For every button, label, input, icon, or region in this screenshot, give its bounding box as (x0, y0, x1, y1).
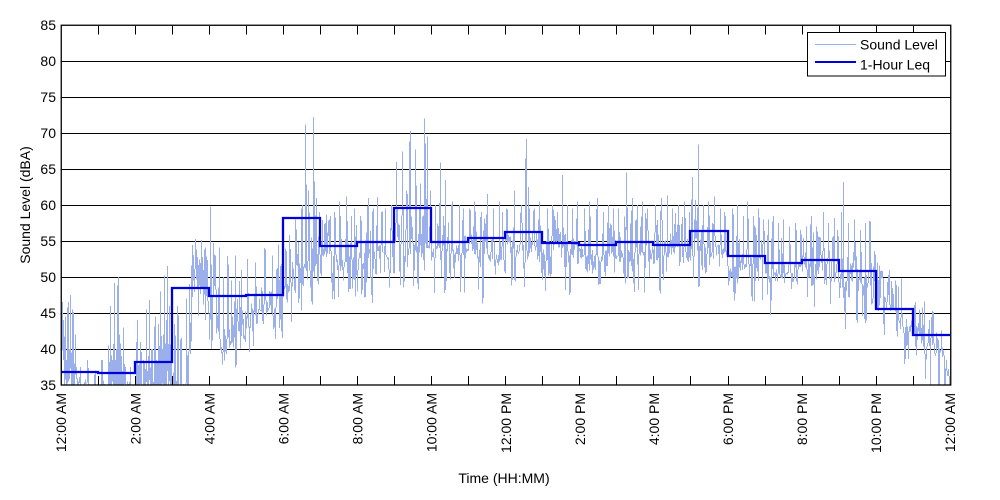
svg-text:55: 55 (40, 233, 56, 249)
svg-text:10:00 PM: 10:00 PM (868, 393, 884, 453)
svg-text:8:00 AM: 8:00 AM (350, 393, 366, 444)
svg-text:80: 80 (40, 53, 56, 69)
svg-text:4:00 PM: 4:00 PM (646, 393, 662, 445)
svg-text:12:00 AM: 12:00 AM (942, 393, 958, 452)
svg-text:12:00 PM: 12:00 PM (498, 393, 514, 453)
svg-text:85: 85 (40, 17, 56, 33)
svg-text:2:00 PM: 2:00 PM (572, 393, 588, 445)
svg-text:2:00 AM: 2:00 AM (127, 393, 143, 444)
svg-text:6:00 PM: 6:00 PM (720, 393, 736, 445)
svg-text:40: 40 (40, 341, 56, 357)
svg-text:75: 75 (40, 89, 56, 105)
svg-text:35: 35 (40, 377, 56, 393)
svg-text:70: 70 (40, 125, 56, 141)
svg-text:65: 65 (40, 161, 56, 177)
svg-text:Sound Level: Sound Level (860, 36, 938, 52)
svg-text:10:00 AM: 10:00 AM (424, 393, 440, 452)
svg-text:8:00 PM: 8:00 PM (794, 393, 810, 445)
svg-text:60: 60 (40, 197, 56, 213)
svg-text:50: 50 (40, 269, 56, 285)
svg-text:Time (HH:MM): Time (HH:MM) (458, 470, 549, 486)
svg-text:12:00 AM: 12:00 AM (53, 393, 69, 452)
svg-text:6:00 AM: 6:00 AM (276, 393, 292, 444)
svg-text:4:00 AM: 4:00 AM (201, 393, 217, 444)
svg-text:Sound Level (dBA): Sound Level (dBA) (17, 146, 33, 264)
svg-text:45: 45 (40, 305, 56, 321)
svg-text:1-Hour Leq: 1-Hour Leq (860, 57, 930, 73)
